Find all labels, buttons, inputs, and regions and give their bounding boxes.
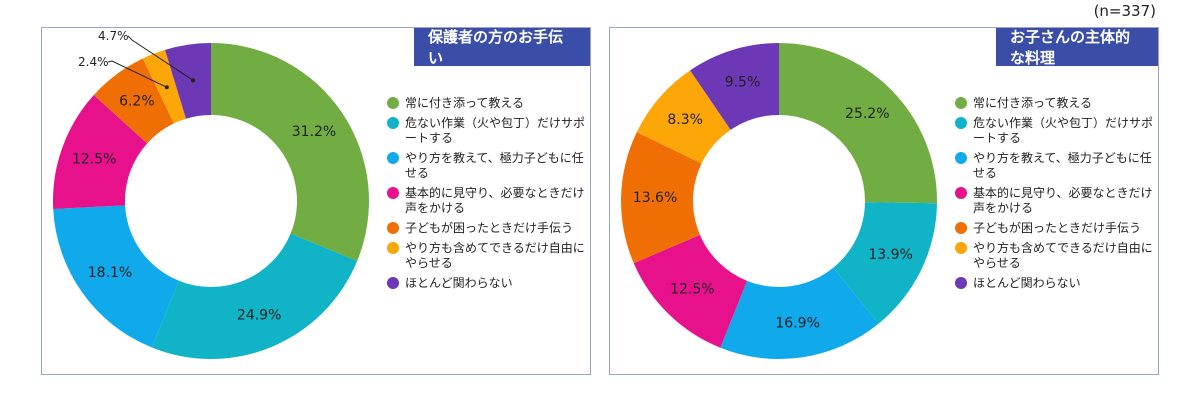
legend-item: 常に付き添って教える xyxy=(387,96,587,111)
legend-label: やり方も含めてできるだけ自由にやらせる xyxy=(405,241,585,270)
donut-slice xyxy=(833,202,937,324)
chart-title: お子さんの主体的な料理 xyxy=(996,28,1158,67)
slice-value-label: 25.2% xyxy=(845,106,889,122)
callout-dot xyxy=(164,85,169,90)
legend-swatch xyxy=(955,152,967,164)
slice-value-label: 8.3% xyxy=(667,112,703,128)
donut-slice xyxy=(53,205,179,348)
slice-value-label: 12.5% xyxy=(72,151,116,167)
legend-item: やり方も含めてできるだけ自由にやらせる xyxy=(955,241,1155,271)
legend-swatch xyxy=(387,152,399,164)
legend-label: ほとんど関わらない xyxy=(405,276,513,290)
legend-swatch xyxy=(387,222,399,234)
legend-swatch xyxy=(955,222,967,234)
legend-swatch xyxy=(955,187,967,199)
legend-item: やり方を教えて、極力子どもに任せる xyxy=(387,151,587,181)
slice-value-label: 13.9% xyxy=(868,247,912,263)
donut-slice xyxy=(93,58,174,144)
chart-panel-parent-help: 31.2% 24.9% 18.1% 12.5% 6.2% 2.4% 4.7% 保護者の方のお… xyxy=(41,27,591,375)
legend-label: やり方も含めてできるだけ自由にやらせる xyxy=(973,241,1153,270)
donut-slice xyxy=(633,234,748,348)
legend-swatch xyxy=(387,97,399,109)
legend-swatch xyxy=(955,242,967,254)
slice-value-label: 31.2% xyxy=(292,124,336,140)
donut-slice xyxy=(151,233,358,360)
legend-swatch xyxy=(387,117,399,129)
legend-label: 常に付き添って教える xyxy=(405,96,525,110)
legend-item: 子どもが困ったときだけ手伝う xyxy=(387,221,587,236)
chart-panel-child-cooking: 25.2% 13.9% 16.9% 12.5% 13.6% 8.3% 9.5% お子さんの主… xyxy=(609,27,1159,375)
donut-slice xyxy=(720,267,879,359)
slice-value-label: 24.9% xyxy=(237,307,281,323)
legend-item: 基本的に見守り、必要なときだけ声をかける xyxy=(955,186,1155,216)
donut-slice xyxy=(690,43,779,130)
callout-line xyxy=(107,60,168,88)
donut-slice xyxy=(211,43,370,262)
callout-dot xyxy=(191,78,196,83)
legend-swatch xyxy=(955,97,967,109)
donut-slice xyxy=(165,43,211,119)
donut-chart-parent-help: 31.2% 24.9% 18.1% 12.5% 6.2% 2.4% 4.7% xyxy=(53,29,370,360)
donut-slice xyxy=(779,43,937,204)
slice-value-label: 2.4% xyxy=(78,55,109,69)
legend-item: 危ない作業（火や包丁）だけサポートする xyxy=(387,116,587,146)
chart-title: 保護者の方のお手伝い xyxy=(414,28,590,67)
donut-chart-child-cooking: 25.2% 13.9% 16.9% 12.5% 13.6% 8.3% 9.5% xyxy=(621,43,937,359)
legend-label: 基本的に見守り、必要なときだけ声をかける xyxy=(405,186,585,215)
legend-item: 基本的に見守り、必要なときだけ声をかける xyxy=(387,186,587,216)
chart-legend: 常に付き添って教える危ない作業（火や包丁）だけサポートする やり方を教えて、極力子… xyxy=(387,96,587,296)
legend-label: やり方を教えて、極力子どもに任せる xyxy=(973,151,1152,180)
legend-swatch xyxy=(955,277,967,289)
slice-value-label: 16.9% xyxy=(775,316,819,332)
slice-value-label: 4.7% xyxy=(98,29,129,43)
legend-swatch xyxy=(387,187,399,199)
legend-item: ほとんど関わらない xyxy=(387,276,587,291)
legend-label: 子どもが困ったときだけ手伝う xyxy=(973,221,1142,235)
legend-item: やり方を教えて、極力子どもに任せる xyxy=(955,151,1155,181)
legend-item: ほとんど関わらない xyxy=(955,276,1155,291)
legend-item: 常に付き添って教える xyxy=(955,96,1155,111)
chart-legend: 常に付き添って教える危ない作業（火や包丁）だけサポートする やり方を教えて、極力子… xyxy=(955,96,1155,296)
legend-label: やり方を教えて、極力子どもに任せる xyxy=(405,151,584,180)
callout-line xyxy=(127,35,194,81)
legend-label: ほとんど関わらない xyxy=(973,276,1081,290)
donut-slice xyxy=(53,95,148,209)
slice-value-label: 13.6% xyxy=(633,190,677,206)
legend-label: 基本的に見守り、必要なときだけ声をかける xyxy=(973,186,1153,215)
legend-item: 危ない作業（火や包丁）だけサポートする xyxy=(955,116,1155,146)
slice-value-label: 12.5% xyxy=(670,282,714,298)
slice-value-label: 9.5% xyxy=(725,74,761,90)
legend-label: 危ない作業（火や包丁）だけサポートする xyxy=(405,116,586,145)
sample-size-label: (n=337) xyxy=(1093,2,1156,20)
legend-label: 危ない作業（火や包丁）だけサポートする xyxy=(973,116,1154,145)
legend-swatch xyxy=(955,117,967,129)
slice-value-label: 18.1% xyxy=(88,265,132,281)
legend-label: 常に付き添って教える xyxy=(973,96,1093,110)
legend-swatch xyxy=(387,277,399,289)
legend-swatch xyxy=(387,242,399,254)
slice-value-label: 6.2% xyxy=(119,94,155,110)
donut-slice xyxy=(636,70,731,164)
donut-slice xyxy=(621,132,702,264)
legend-item: 子どもが困ったときだけ手伝う xyxy=(955,221,1155,236)
legend-item: やり方も含めてできるだけ自由にやらせる xyxy=(387,241,587,271)
legend-label: 子どもが困ったときだけ手伝う xyxy=(405,221,574,235)
